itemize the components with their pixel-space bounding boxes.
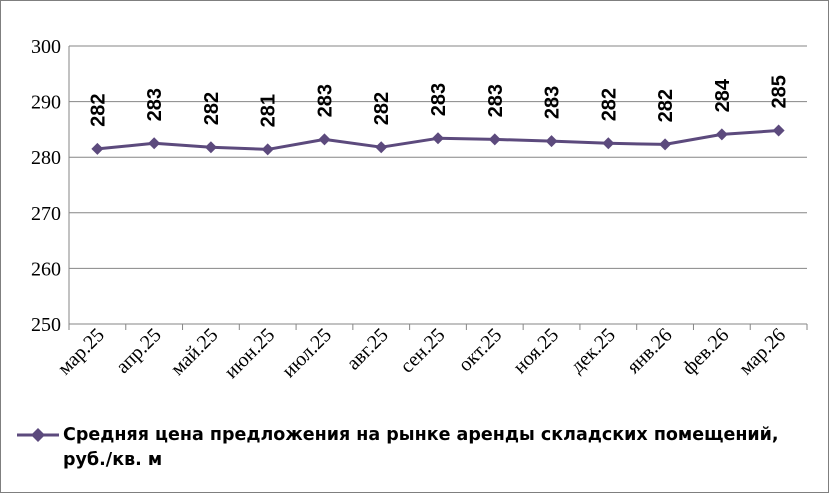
data-point-marker	[148, 137, 161, 150]
x-tick-label: дек.25	[566, 324, 620, 378]
data-label: 283	[542, 86, 564, 119]
x-tick-label: июл.25	[278, 324, 336, 382]
data-label: 283	[144, 88, 166, 121]
data-label: 282	[655, 89, 677, 122]
x-tick-label: сен.25	[396, 324, 450, 378]
y-tick-label: 300	[31, 36, 61, 58]
data-point-marker	[772, 124, 785, 137]
x-tick-label: июн.25	[220, 324, 279, 383]
x-tick-label: янв.26	[623, 324, 677, 378]
x-tick-label: мар.25	[53, 324, 108, 379]
data-label: 283	[485, 84, 507, 117]
x-tick-label: ноя.25	[509, 324, 563, 378]
data-label: 284	[712, 78, 734, 112]
data-label: 282	[598, 88, 620, 121]
data-point-marker	[204, 141, 217, 154]
data-label: 282	[371, 92, 393, 125]
y-tick-label: 290	[31, 92, 61, 114]
data-point-marker	[375, 141, 388, 154]
data-point-marker	[488, 133, 501, 146]
legend: Средняя цена предложения на рынке аренды…	[15, 423, 825, 474]
y-tick-label: 250	[31, 314, 61, 336]
legend-series-marker	[17, 428, 59, 442]
data-point-marker	[318, 133, 331, 146]
data-label: 281	[258, 94, 280, 127]
y-tick-label: 270	[31, 203, 61, 225]
x-tick-label: апр.25	[112, 324, 166, 378]
data-label: 282	[201, 92, 223, 125]
data-point-marker	[545, 135, 558, 148]
x-tick-label: фев.26	[678, 324, 733, 379]
y-tick-label: 280	[31, 147, 61, 169]
x-tick-label: май.25	[167, 324, 223, 380]
data-point-marker	[91, 142, 104, 155]
data-label: 282	[87, 93, 109, 126]
x-tick-label: окт.25	[454, 324, 506, 376]
data-point-marker	[715, 128, 728, 141]
legend-diamond-icon	[31, 428, 45, 442]
legend-label: Средняя цена предложения на рынке аренды…	[63, 425, 779, 471]
y-tick-label: 260	[31, 258, 61, 280]
data-label: 283	[428, 83, 450, 116]
x-tick-label: авг.25	[342, 324, 392, 374]
data-label: 285	[769, 75, 791, 108]
data-point-marker	[261, 143, 274, 156]
x-tick-label: мар.26	[735, 324, 790, 379]
data-point-marker	[659, 138, 672, 151]
data-point-marker	[602, 137, 615, 150]
data-point-marker	[432, 132, 444, 145]
data-label: 283	[314, 84, 336, 117]
